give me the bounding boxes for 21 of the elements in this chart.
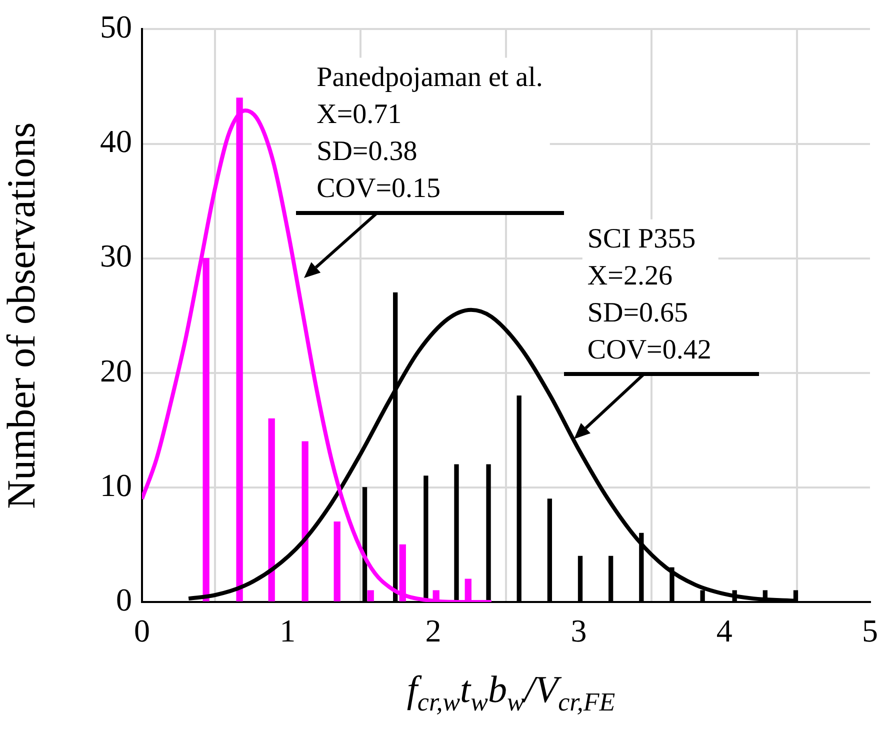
bar: [334, 521, 340, 602]
y-tick-label: 0: [116, 581, 132, 618]
x-tick-label: 3: [570, 612, 587, 649]
x-axis-title: f$_{cr,w}$t$_{w}$b$_{w}$/V$_{cr,FE}$: [406, 668, 616, 718]
y-tick-label: 50: [100, 8, 132, 45]
y-tick-label: 10: [100, 466, 132, 503]
annotation: Panedpojaman et al. X=0.71 SD=0.38 COV=0.15: [316, 62, 543, 204]
x-tick-label: 1: [280, 612, 296, 649]
bar: [268, 418, 275, 602]
annotation: SCI P355 X=2.26 SD=0.65 COV=0.42: [587, 224, 712, 366]
bar: [454, 464, 459, 602]
y-axis-title: Number of observations: [0, 122, 44, 509]
x-tick-label: 2: [425, 612, 442, 649]
y-tick-label: 20: [100, 352, 132, 388]
bar: [302, 441, 308, 602]
y-tick-label: 30: [100, 238, 132, 274]
x-tick-label: 4: [716, 612, 732, 649]
x-tick-label: 5: [862, 612, 878, 649]
bar: [367, 590, 374, 602]
bar: [486, 464, 491, 602]
y-tick-label: 40: [100, 123, 132, 160]
